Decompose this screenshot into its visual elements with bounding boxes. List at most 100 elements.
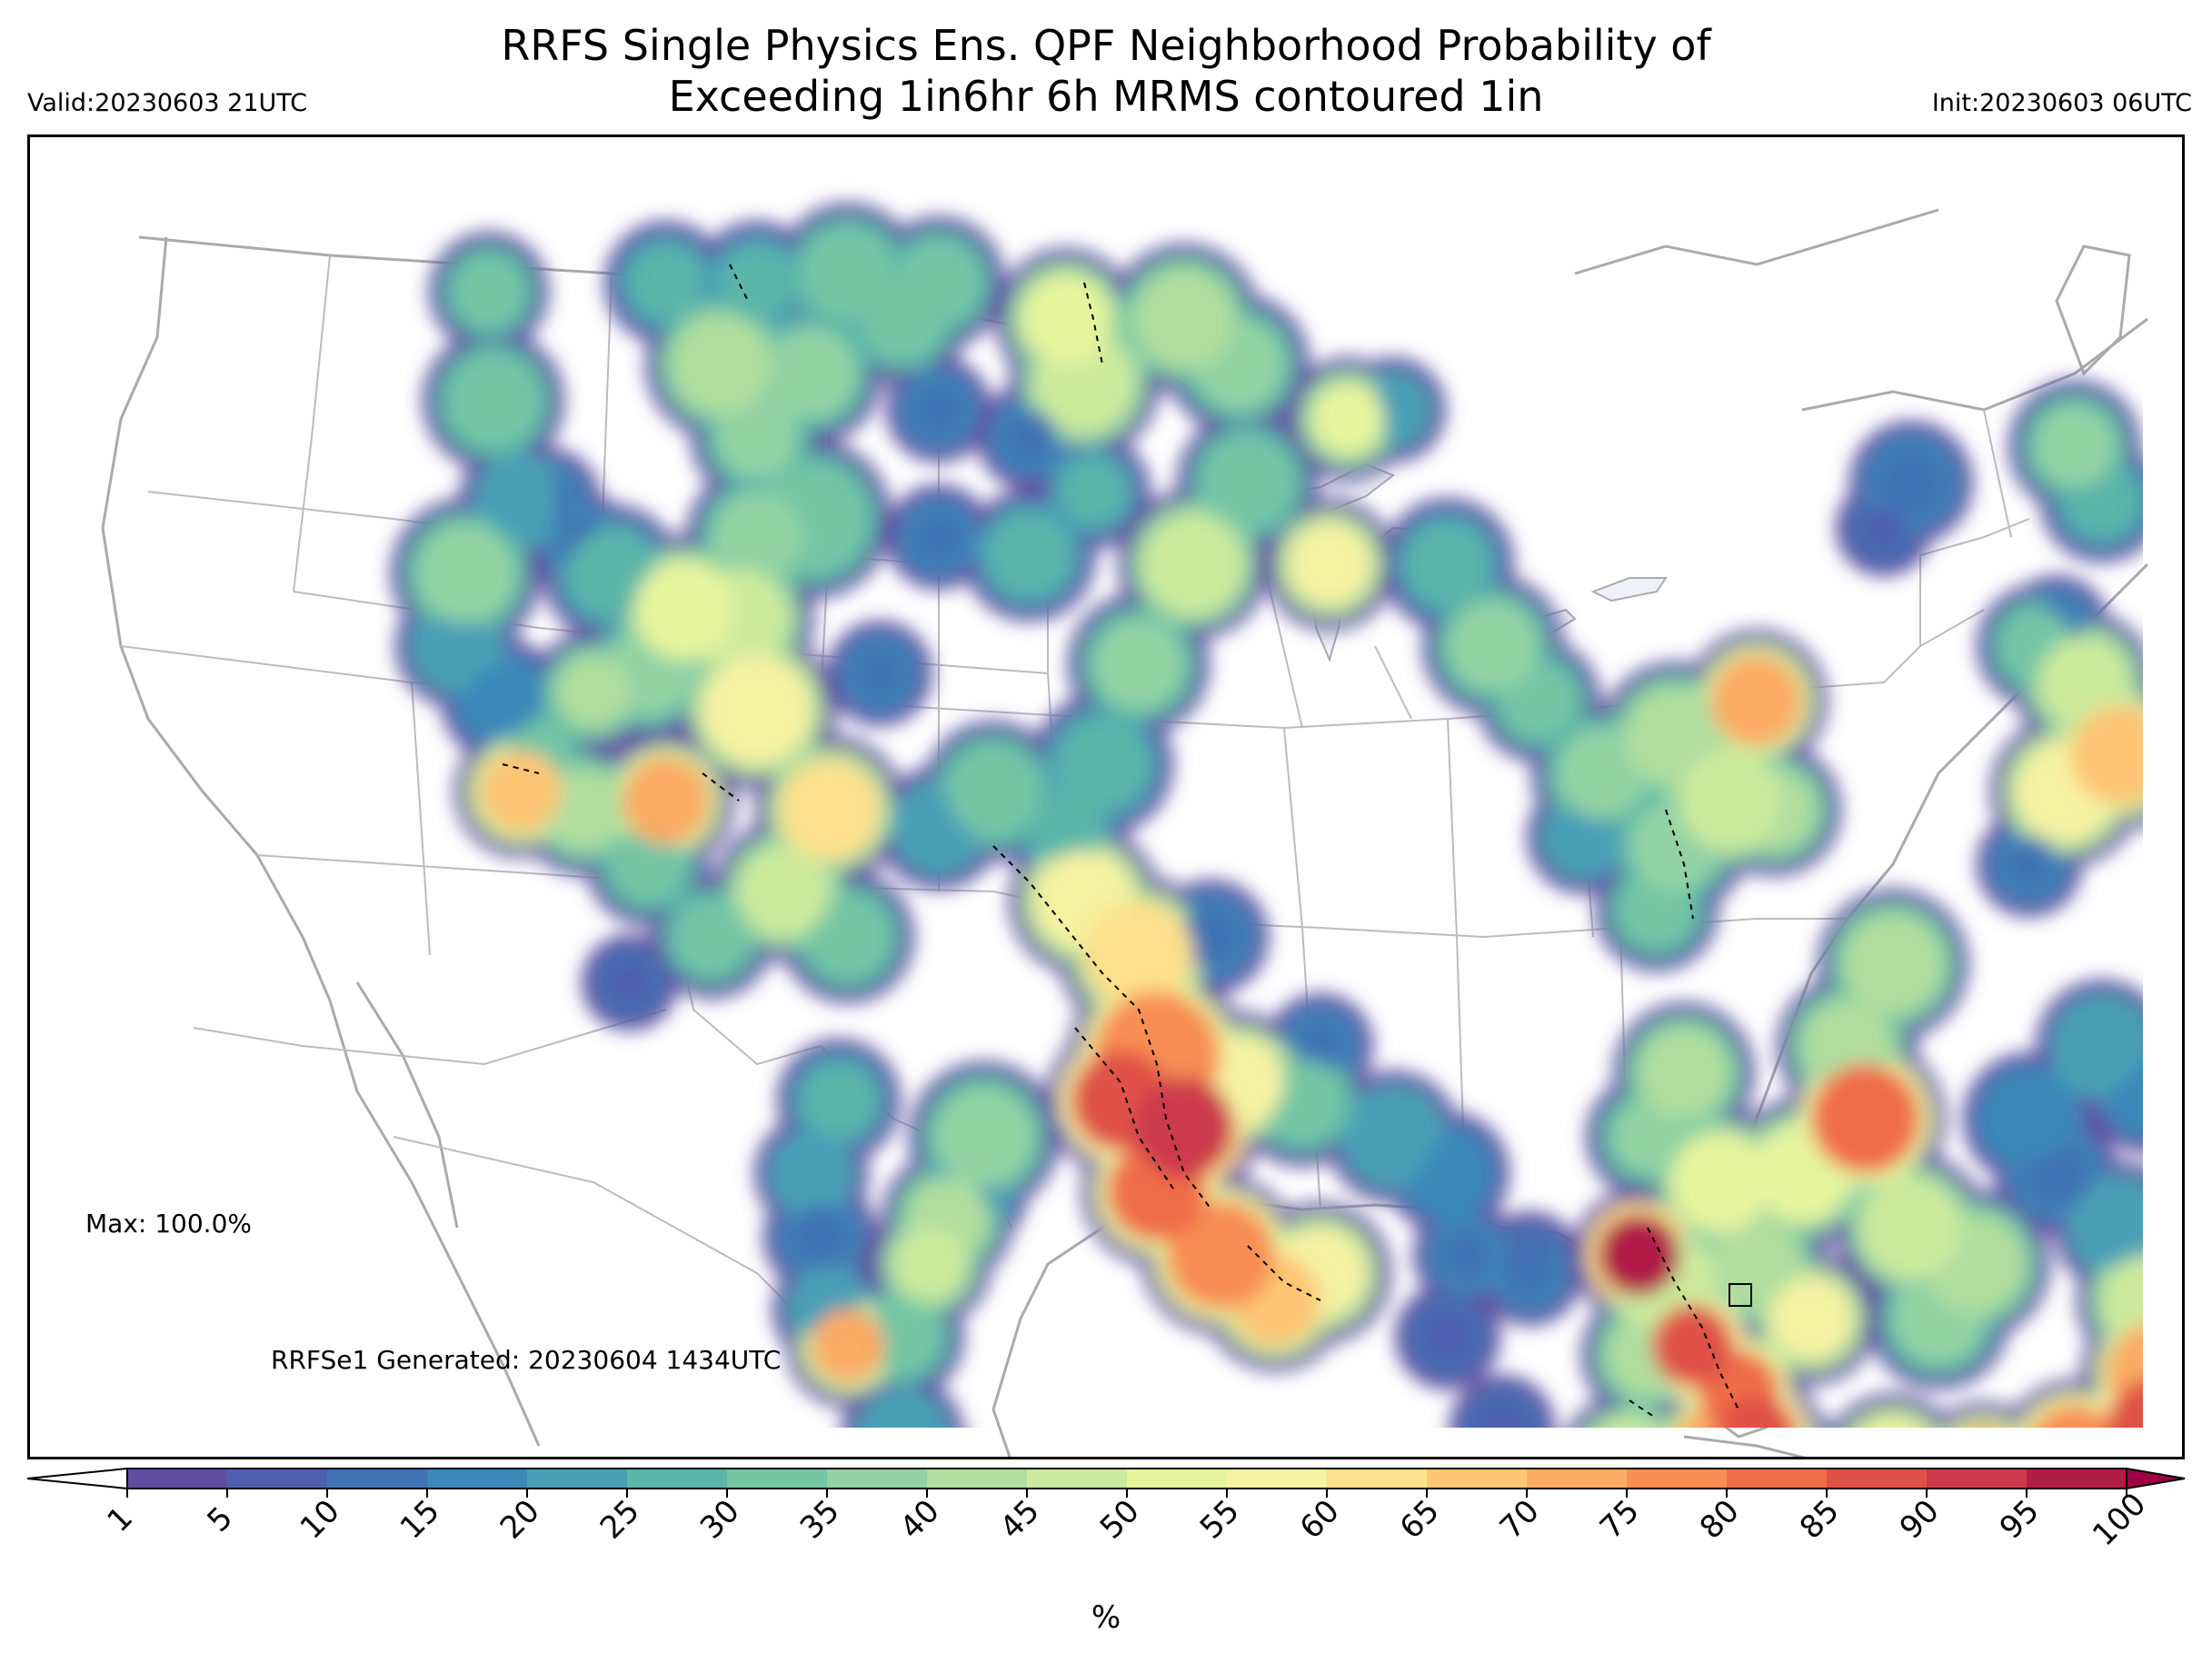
- colorbar: 1 5 10 15 20 25 30 35 40 45 50 55 60 65 70 75 80 85 90 95 10…: [26, 1467, 2186, 1553]
- coastline-10: [1574, 208, 1939, 275]
- prob-core-15: [789, 1205, 852, 1269]
- colorbar-tick-label-12: 60: [1293, 1493, 1347, 1547]
- prob-core-14: [1293, 1019, 1348, 1073]
- colorbar-extend-right: [2126, 1467, 2186, 1490]
- border-19: [1919, 518, 2030, 646]
- border-0: [293, 254, 331, 593]
- colorbar-segment-12: [1327, 1469, 1428, 1489]
- colorbar-segment-17: [1827, 1469, 1928, 1489]
- prob-core-121: [780, 760, 880, 860]
- prob-core-78: [2034, 405, 2116, 487]
- prob-core-29: [1352, 1096, 1434, 1178]
- colorbar-segment-4: [527, 1469, 628, 1489]
- prob-core-111: [1670, 1132, 1770, 1232]
- contour-box: [1729, 1283, 1752, 1307]
- colorbar-tick-label-13: 65: [1393, 1493, 1447, 1547]
- prob-core-92: [1711, 1219, 1802, 1309]
- prob-core-43: [1057, 719, 1148, 810]
- prob-core-109: [1311, 383, 1384, 455]
- colorbar-tick-label-15: 75: [1593, 1493, 1647, 1547]
- colorbar-segment-3: [427, 1469, 528, 1489]
- prob-core-107: [634, 560, 734, 660]
- colorbar-segment-5: [627, 1469, 728, 1489]
- colorbar-extend-left: [26, 1467, 128, 1490]
- colorbar-tick-label-20: 100: [2086, 1486, 2153, 1553]
- colorbar-tick-label-18: 90: [1893, 1493, 1947, 1547]
- prob-core-127: [623, 757, 710, 844]
- prob-core-21: [1875, 446, 1948, 519]
- contour-6: [702, 772, 740, 802]
- valid-time-label: Valid:20230603 21UTC: [27, 89, 308, 117]
- prob-core-26: [484, 464, 557, 537]
- map-canvas: [101, 203, 2149, 1457]
- prob-core-105: [1602, 1419, 1657, 1428]
- prob-core-38: [2061, 1005, 2143, 1087]
- colorbar-segment-15: [1627, 1469, 1728, 1489]
- prob-core-101: [1679, 751, 1779, 851]
- prob-core-134: [1166, 1200, 1275, 1309]
- prob-core-144: [1598, 1214, 1679, 1296]
- prob-core-122: [1084, 901, 1193, 1010]
- colorbar-segment-10: [1127, 1469, 1228, 1489]
- colorbar-tick-label-16: 80: [1693, 1493, 1747, 1547]
- prob-core-5: [1861, 505, 1907, 551]
- prob-core-27: [421, 610, 493, 682]
- colorbar-tick-label-7: 35: [793, 1493, 847, 1547]
- prob-core-36: [2079, 1187, 2143, 1269]
- prob-core-113: [702, 655, 812, 764]
- lake-4: [1590, 577, 1668, 602]
- generated-label: RRFSe1 Generated: 20230604 1434UTC: [271, 1345, 782, 1375]
- colorbar-segment-18: [1927, 1469, 2028, 1489]
- prob-core-67: [416, 523, 516, 623]
- prob-ring-120: [1848, 1406, 1938, 1428]
- prob-core-142: [2107, 1379, 2143, 1428]
- coastline-11: [1683, 1435, 1807, 1457]
- prob-core-124: [480, 751, 562, 832]
- prob-core-3: [1475, 1400, 1529, 1428]
- colorbar-tick-label-1: 5: [200, 1499, 240, 1539]
- prob-core-17: [912, 383, 966, 437]
- prob-core-108: [1021, 274, 1111, 364]
- prob-core-99: [1143, 514, 1243, 614]
- colorbar-segment-7: [827, 1469, 928, 1489]
- prob-core-42: [989, 514, 1071, 596]
- colorbar-tick-label-19: 95: [1993, 1493, 2047, 1547]
- prob-ring-105: [1584, 1406, 1675, 1428]
- prob-core-126: [2070, 705, 2143, 805]
- contour-2: [1247, 1245, 1321, 1301]
- probability-field: [391, 203, 2143, 1428]
- colorbar-tick-label-10: 50: [1093, 1493, 1147, 1547]
- colorbar-segment-6: [727, 1469, 828, 1489]
- prob-core-128: [812, 1309, 884, 1382]
- prob-core-40: [721, 246, 793, 319]
- colorbar-tick-label-17: 85: [1793, 1493, 1847, 1547]
- prob-core-12: [1502, 1246, 1557, 1300]
- prob-core-73: [1093, 619, 1184, 710]
- colorbar-segment-19: [2027, 1469, 2127, 1489]
- prob-core-93: [1639, 1028, 1729, 1119]
- contour-5: [1665, 809, 1694, 920]
- colorbar-tick-label-5: 25: [593, 1493, 647, 1547]
- prob-core-74: [934, 1087, 1034, 1187]
- title-line-1: RRFS Single Physics Ens. QPF Neighborhoo…: [501, 21, 1711, 70]
- colorbar-tick-label-9: 45: [993, 1493, 1047, 1547]
- prob-core-7: [1002, 410, 1057, 464]
- colorbar-segment-2: [327, 1469, 428, 1489]
- prob-core-60: [1202, 437, 1293, 528]
- prob-core-76: [1557, 728, 1648, 819]
- init-time-label: Init:20230603 06UTC: [1931, 89, 2192, 117]
- colorbar-tick-label-8: 40: [893, 1493, 947, 1547]
- mrms-contours: [502, 264, 1752, 1419]
- prob-core-45: [802, 1064, 875, 1137]
- prob-core-34: [1552, 805, 1616, 869]
- colorbar-segment-0: [127, 1469, 228, 1489]
- map-panel: [27, 134, 2185, 1459]
- colorbar-segment-16: [1727, 1469, 1828, 1489]
- prob-core-46: [1407, 523, 1489, 605]
- prob-core-2: [1420, 1309, 1475, 1364]
- colorbar-segment-13: [1427, 1469, 1528, 1489]
- prob-core-143: [1134, 1078, 1234, 1178]
- colorbar-tick-label-3: 15: [394, 1493, 447, 1547]
- prob-core-22: [466, 664, 539, 737]
- prob-core-119: [1770, 1278, 1852, 1359]
